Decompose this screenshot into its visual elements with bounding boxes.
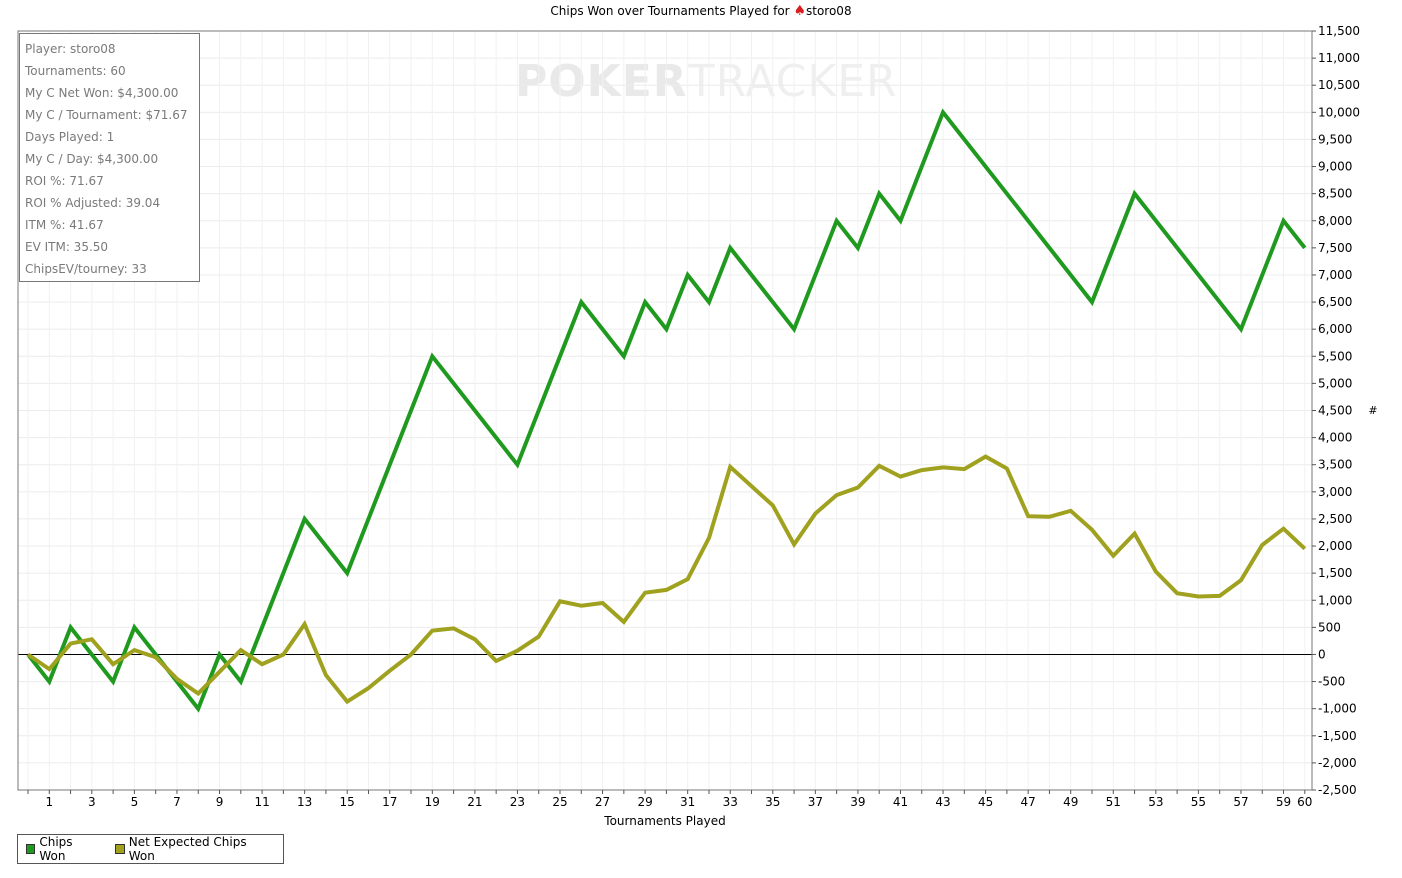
- x-tick-label: 37: [808, 795, 823, 809]
- y-tick-label: 5,500: [1318, 349, 1352, 363]
- y-tick-label: 4,500: [1318, 404, 1352, 418]
- x-tick-label: 5: [131, 795, 139, 809]
- stat-line: Player: storo08: [25, 42, 116, 56]
- x-tick-label: 53: [1148, 795, 1163, 809]
- x-tick-label: 7: [173, 795, 181, 809]
- x-tick-label: 59: [1276, 795, 1291, 809]
- legend-swatch: [26, 844, 36, 854]
- y-tick-label: -1,500: [1318, 729, 1357, 743]
- series-line-chips-won: [26, 108, 1307, 713]
- x-tick-label: 27: [595, 795, 610, 809]
- y-tick-label: 4,000: [1318, 431, 1352, 445]
- stat-line: ROI % Adjusted: 39.04: [25, 196, 161, 210]
- stat-line: EV ITM: 35.50: [25, 240, 109, 254]
- legend-item: Chips Won: [26, 835, 97, 863]
- x-tick-label: 19: [425, 795, 440, 809]
- y-tick-label: 9,000: [1318, 160, 1352, 174]
- x-tick-label: 47: [1021, 795, 1036, 809]
- x-tick-label: 11: [254, 795, 269, 809]
- y-tick-label: 10,000: [1318, 105, 1360, 119]
- y-tick-label: 11,000: [1318, 51, 1360, 65]
- chart-legend: Chips Won Net Expected Chips Won: [17, 834, 284, 864]
- y-axis-label: #: [1368, 404, 1377, 417]
- legend-item: Net Expected Chips Won: [115, 835, 265, 863]
- x-tick-label: 55: [1191, 795, 1206, 809]
- y-tick-label: 2,000: [1318, 539, 1352, 553]
- y-tick-label: 5,000: [1318, 376, 1352, 390]
- x-tick-label: 21: [467, 795, 482, 809]
- y-tick-label: 6,000: [1318, 322, 1352, 336]
- y-tick-label: 2,500: [1318, 512, 1352, 526]
- x-tick-label: 15: [340, 795, 355, 809]
- series-line-net-expected-chips-won: [26, 454, 1307, 705]
- stat-line: ChipsEV/tourney: 33: [25, 262, 147, 276]
- x-tick-label: 49: [1063, 795, 1078, 809]
- y-tick-label: -500: [1318, 675, 1345, 689]
- stat-line: ITM %: 41.67: [25, 218, 104, 232]
- series-layer: [26, 108, 1307, 713]
- y-tick-label: 7,000: [1318, 268, 1352, 282]
- pokertracker-watermark-logo: POKERTRACKER: [515, 56, 898, 107]
- y-tick-label: 8,000: [1318, 214, 1352, 228]
- stat-line: My C / Day: $4,300.00: [25, 152, 159, 166]
- y-tick-label: 7,500: [1318, 241, 1352, 255]
- x-tick-label: 25: [552, 795, 567, 809]
- stat-line: Tournaments: 60: [25, 64, 126, 78]
- y-tick-label: -2,500: [1318, 783, 1357, 797]
- stat-line: ROI %: 71.67: [25, 174, 104, 188]
- x-tick-label: 13: [297, 795, 312, 809]
- spade-icon: ♠: [793, 3, 806, 19]
- chart-title-player: storo08: [806, 4, 852, 18]
- x-tick-label: 45: [978, 795, 993, 809]
- player-stats-box: Player: storo08 Tournaments: 60 My C Net W…: [19, 33, 200, 282]
- chart-title-prefix: Chips Won over Tournaments Played for: [550, 4, 790, 18]
- legend-label: Net Expected Chips Won: [128, 835, 247, 863]
- x-tick-label: 31: [680, 795, 695, 809]
- x-tick-label: 41: [893, 795, 908, 809]
- y-tick-label: 0: [1318, 647, 1326, 661]
- legend-swatch: [115, 844, 125, 854]
- x-tick-label: 51: [1106, 795, 1121, 809]
- y-tick-label: 1,000: [1318, 593, 1352, 607]
- y-tick-label: 10,500: [1318, 78, 1360, 92]
- legend-label: Chips Won: [39, 835, 73, 863]
- x-tick-label: 60: [1297, 795, 1312, 809]
- stat-line: My C / Tournament: $71.67: [25, 108, 188, 122]
- y-tick-label: 3,000: [1318, 485, 1352, 499]
- y-tick-label: 3,500: [1318, 458, 1352, 472]
- y-tick-label: 9,500: [1318, 132, 1352, 146]
- x-tick-label: 23: [510, 795, 525, 809]
- x-tick-label: 35: [765, 795, 780, 809]
- axis-layer: -2,500 -2,000 -1,500 -1,000 -500 0 500 1,000 1,5…: [17, 24, 1360, 809]
- x-tick-label: 17: [382, 795, 397, 809]
- y-tick-label: 500: [1318, 620, 1341, 634]
- x-tick-label: 57: [1233, 795, 1248, 809]
- y-tick-label: -1,000: [1318, 702, 1357, 716]
- x-tick-label: 9: [216, 795, 224, 809]
- y-tick-label: -2,000: [1318, 756, 1357, 770]
- x-tick-label: 29: [637, 795, 652, 809]
- stat-line: My C Net Won: $4,300.00: [25, 86, 179, 100]
- x-tick-label: 43: [935, 795, 950, 809]
- y-tick-label: 8,500: [1318, 187, 1352, 201]
- chart-title: Chips Won over Tournaments Played for ♠s…: [0, 3, 1402, 19]
- y-tick-label: 1,500: [1318, 566, 1352, 580]
- y-tick-label: 6,500: [1318, 295, 1352, 309]
- x-axis-label: Tournaments Played: [603, 814, 725, 828]
- x-tick-label: 1: [45, 795, 53, 809]
- x-tick-label: 33: [723, 795, 738, 809]
- y-tick-label: 11,500: [1318, 24, 1360, 38]
- x-tick-label: 39: [850, 795, 865, 809]
- x-tick-label: 3: [88, 795, 96, 809]
- stat-line: Days Played: 1: [25, 130, 115, 144]
